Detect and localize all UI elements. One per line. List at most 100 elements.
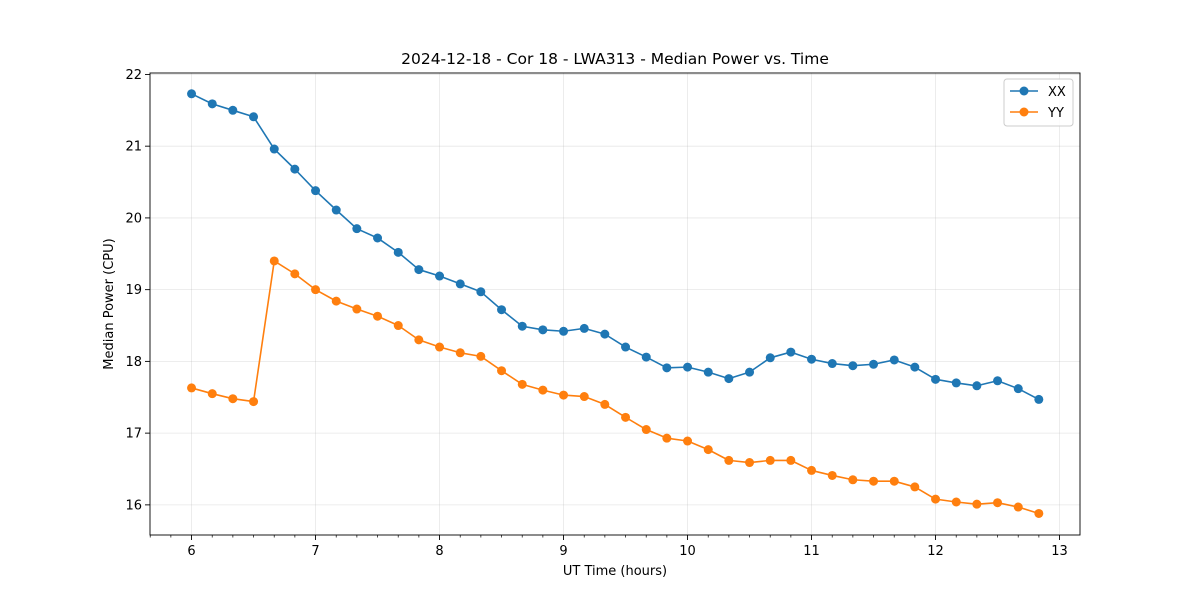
data-point-yy — [207, 389, 217, 399]
data-point-yy — [373, 311, 383, 321]
data-point-yy — [869, 476, 879, 486]
data-point-yy — [641, 425, 651, 435]
data-point-yy — [228, 394, 238, 404]
data-point-yy — [621, 412, 631, 422]
data-point-xx — [889, 355, 899, 365]
data-point-xx — [579, 323, 589, 333]
y-axis-label: Median Power (CPU) — [102, 238, 117, 369]
data-point-xx — [393, 247, 403, 257]
data-point-yy — [559, 390, 569, 400]
data-point-xx — [786, 347, 796, 357]
data-point-xx — [207, 99, 217, 109]
data-point-xx — [641, 352, 651, 362]
data-point-xx — [765, 353, 775, 363]
data-point-xx — [249, 112, 259, 122]
data-point-xx — [269, 144, 279, 154]
y-tick-label: 22 — [125, 68, 142, 83]
y-tick-label: 21 — [125, 140, 142, 155]
data-point-yy — [703, 445, 713, 455]
x-axis-label: UT Time (hours) — [563, 564, 667, 579]
data-point-xx — [972, 381, 982, 391]
data-point-yy — [476, 351, 486, 361]
data-point-yy — [579, 392, 589, 402]
legend-entry-yy: YY — [1010, 106, 1064, 121]
data-point-xx — [600, 329, 610, 339]
data-point-xx — [331, 205, 341, 215]
data-point-xx — [414, 265, 424, 275]
data-point-yy — [993, 498, 1003, 508]
data-point-yy — [951, 497, 961, 507]
chart-title: 2024-12-18 - Cor 18 - LWA313 - Median Po… — [401, 50, 829, 68]
data-point-yy — [765, 455, 775, 465]
y-tick-label: 19 — [125, 283, 142, 298]
data-point-xx — [497, 305, 507, 315]
plot-frame — [149, 72, 1081, 536]
data-point-xx — [703, 367, 713, 377]
data-point-yy — [1013, 502, 1023, 512]
y-tick-label: 17 — [125, 427, 142, 442]
legend-yy-label: YY — [1047, 106, 1064, 121]
data-point-xx — [228, 105, 238, 115]
data-point-yy — [414, 335, 424, 345]
data-point-xx — [931, 374, 941, 384]
data-point-yy — [972, 499, 982, 509]
series-layer — [187, 89, 1044, 518]
data-point-xx — [435, 271, 445, 281]
data-point-yy — [848, 475, 858, 485]
data-point-xx — [683, 362, 693, 372]
data-point-yy — [290, 269, 300, 279]
data-point-yy — [745, 458, 755, 468]
data-point-xx — [1013, 384, 1023, 394]
data-point-yy — [600, 399, 610, 409]
data-point-xx — [352, 224, 362, 234]
data-point-xx — [951, 378, 961, 388]
data-point-yy — [724, 455, 734, 465]
data-point-yy — [352, 304, 362, 314]
data-point-yy — [435, 342, 445, 352]
data-point-xx — [476, 287, 486, 297]
data-point-yy — [455, 348, 465, 358]
data-point-xx — [455, 279, 465, 289]
data-point-xx — [621, 342, 631, 352]
y-tick-label: 16 — [125, 498, 142, 513]
data-point-yy — [269, 256, 279, 266]
data-point-xx — [745, 367, 755, 377]
data-point-xx — [724, 374, 734, 384]
data-point-yy — [786, 455, 796, 465]
data-point-xx — [807, 354, 817, 364]
x-tick-label: 11 — [803, 544, 820, 559]
data-point-xx — [662, 363, 672, 373]
data-point-xx — [869, 359, 879, 369]
data-point-yy — [538, 385, 548, 395]
grid — [150, 73, 1080, 535]
x-tick-label: 12 — [927, 544, 944, 559]
data-point-yy — [1034, 508, 1044, 518]
data-point-xx — [559, 326, 569, 336]
y-tick-label: 20 — [125, 211, 142, 226]
data-point-yy — [889, 476, 899, 486]
data-point-xx — [910, 362, 920, 372]
data-point-xx — [373, 233, 383, 243]
data-point-yy — [683, 436, 693, 446]
legend-xx-label: XX — [1048, 85, 1066, 100]
data-point-yy — [662, 433, 672, 443]
data-point-yy — [517, 379, 527, 389]
x-tick-label: 7 — [311, 544, 319, 559]
series-yy — [187, 256, 1044, 518]
data-point-yy — [393, 321, 403, 331]
legend-xx-marker — [1019, 86, 1029, 96]
data-point-xx — [827, 359, 837, 369]
ticks: 6 7 8 9 10 11 12 13 16 17 18 19 20 21 22 — [125, 68, 1067, 559]
x-tick-label: 13 — [1051, 544, 1068, 559]
data-point-xx — [187, 89, 197, 99]
data-point-yy — [931, 494, 941, 504]
data-point-xx — [993, 376, 1003, 386]
legend-yy-marker — [1019, 107, 1029, 117]
x-tick-label: 10 — [679, 544, 696, 559]
data-point-yy — [807, 465, 817, 475]
data-point-yy — [331, 296, 341, 306]
data-point-xx — [290, 164, 300, 174]
legend-entry-xx: XX — [1010, 85, 1066, 100]
data-point-yy — [311, 285, 321, 295]
x-tick-label: 6 — [187, 544, 195, 559]
